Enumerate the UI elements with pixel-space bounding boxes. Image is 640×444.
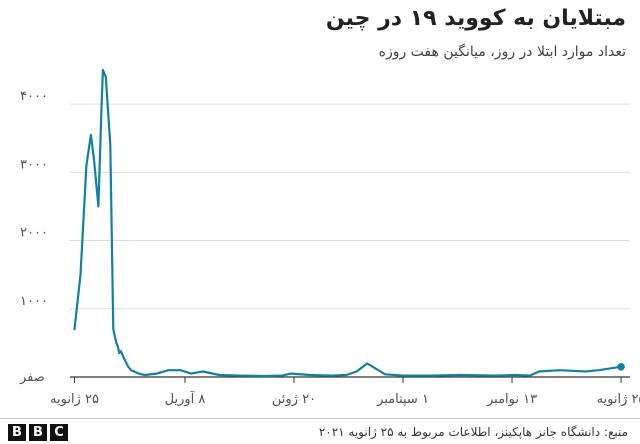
bbc-logo: B B C xyxy=(8,424,68,441)
x-axis: ۲۵ ژانویه ۸ آوریل ۲۰ ژوئن ۱ سپتامبر ۱۳ نوامب… xyxy=(50,376,640,407)
chart-subtitle: تعداد موارد ابتلا در روز، میانگین هفت رو… xyxy=(378,44,626,60)
logo-letter: B xyxy=(8,424,26,441)
x-tick-label: ۲۰ ژوئن xyxy=(272,392,316,407)
logo-letter: B xyxy=(29,424,47,441)
x-tick-label: ۲۵ ژانویه xyxy=(50,392,99,407)
last-value-point xyxy=(617,362,625,371)
chart-title: مبتلایان به کووید ۱۹ در چین xyxy=(325,6,626,31)
gridlines xyxy=(70,103,630,310)
footer-divider xyxy=(0,418,640,419)
logo-letter: C xyxy=(50,424,68,441)
x-tick-label: ۸ آوریل xyxy=(165,390,206,407)
y-tick-label: ۱۰۰۰ xyxy=(20,294,48,309)
y-tick-label: ۳۰۰۰ xyxy=(20,157,48,172)
source-note: منبع: دانشگاه جانز هاپکینز، اطلاعات مربو… xyxy=(318,425,628,439)
y-axis-labels: صفر ۱۰۰۰ ۲۰۰۰ ۳۰۰۰ ۴۰۰۰ xyxy=(19,89,48,385)
y-tick-label: ۲۰۰۰ xyxy=(20,226,48,241)
series-line xyxy=(73,68,623,378)
x-tick-label: ۱ سپتامبر xyxy=(376,392,429,407)
x-tick-label: ۱۳ نوامبر xyxy=(486,392,537,407)
line-chart: صفر ۱۰۰۰ ۲۰۰۰ ۳۰۰۰ ۴۰۰۰ ۲۵ ژانویه ۸ آوریل ۲۰ ژ… xyxy=(19,68,640,407)
series-layer xyxy=(73,68,625,378)
y-tick-label: ۴۰۰۰ xyxy=(20,89,48,104)
x-tick-label: ۲۵ ژانویه xyxy=(597,392,640,407)
y-tick-label: صفر xyxy=(19,370,45,385)
